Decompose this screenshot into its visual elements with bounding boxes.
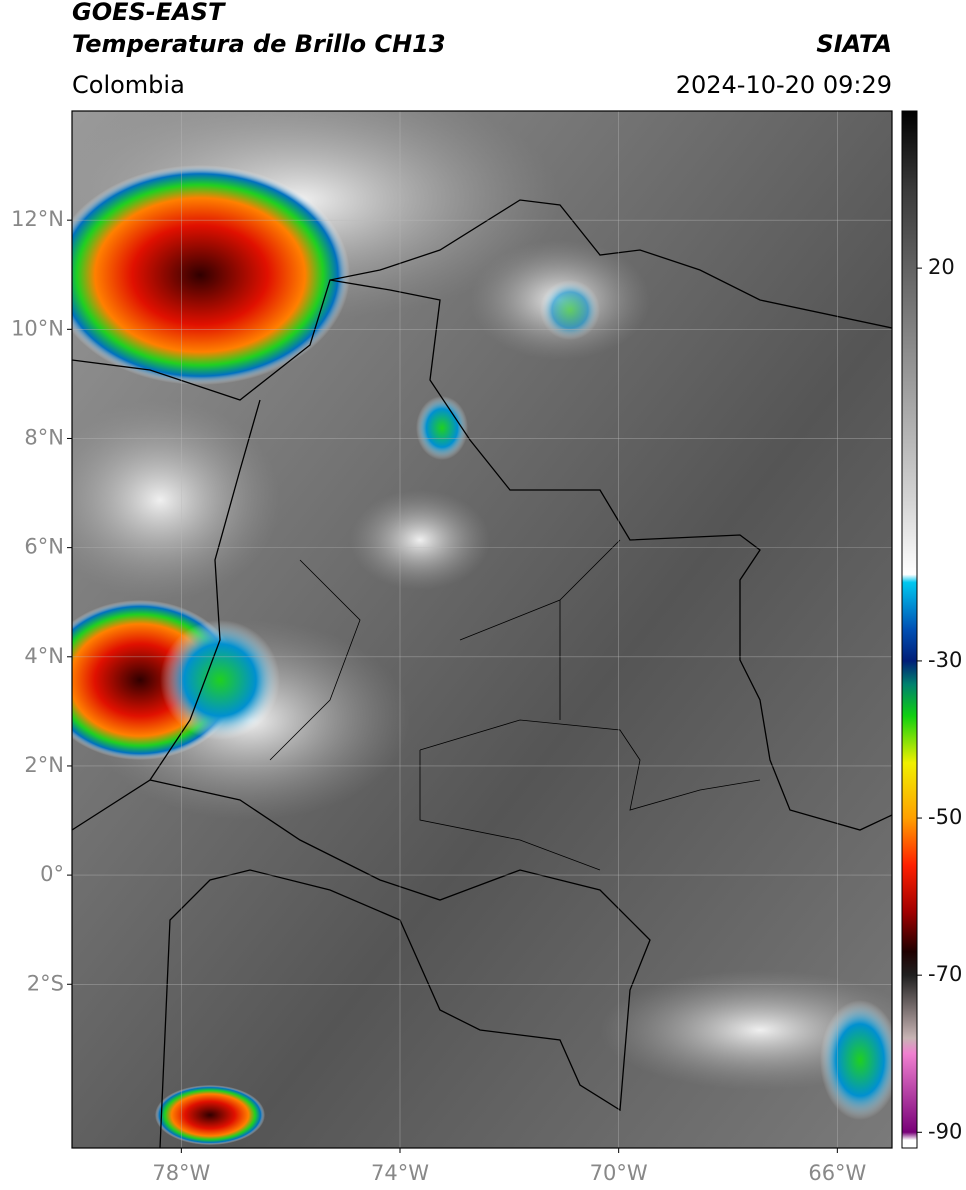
cloud <box>350 490 490 590</box>
map <box>72 111 892 1148</box>
y-tick-label: 8°N <box>24 425 64 449</box>
storm <box>820 1000 892 1120</box>
colorbar-tick-label: -90 <box>928 1119 962 1143</box>
x-tick-label: 66°W <box>808 1161 866 1185</box>
subtitle: Temperatura de Brillo CH13 <box>72 30 446 58</box>
storm <box>540 280 600 340</box>
admin-border <box>269 539 761 871</box>
colorbar-tick-label: -50 <box>928 805 962 829</box>
x-tick-label: 70°W <box>590 1161 648 1185</box>
source: SIATA <box>816 30 892 58</box>
colorbar-tick-label: 20 <box>928 255 955 279</box>
colorbar-tick-label: -70 <box>928 962 962 986</box>
y-tick-label: 2°N <box>24 753 64 777</box>
storm <box>155 1085 265 1145</box>
y-tick-label: 4°N <box>24 644 64 668</box>
colorbar-tick-label: -30 <box>928 648 962 672</box>
title: GOES-EAST <box>72 0 226 26</box>
cloud <box>72 400 280 600</box>
storm <box>160 620 280 740</box>
y-tick-label: 6°N <box>24 535 64 559</box>
border <box>329 279 892 831</box>
map-frame <box>71 110 893 1149</box>
y-tick-label: 10°N <box>11 316 64 340</box>
colorbar <box>901 110 918 1149</box>
y-tick-label: 0° <box>40 862 64 886</box>
datetime: 2024-10-20 09:29 <box>676 71 892 99</box>
y-tick-label: 2°S <box>27 971 64 995</box>
x-tick-label: 78°W <box>152 1161 210 1185</box>
storm <box>72 165 350 385</box>
storm <box>416 396 468 460</box>
region: Colombia <box>72 71 185 99</box>
y-tick-label: 12°N <box>11 207 64 231</box>
cloud <box>600 970 892 1090</box>
coastline <box>72 199 892 401</box>
x-tick-label: 74°W <box>371 1161 429 1185</box>
